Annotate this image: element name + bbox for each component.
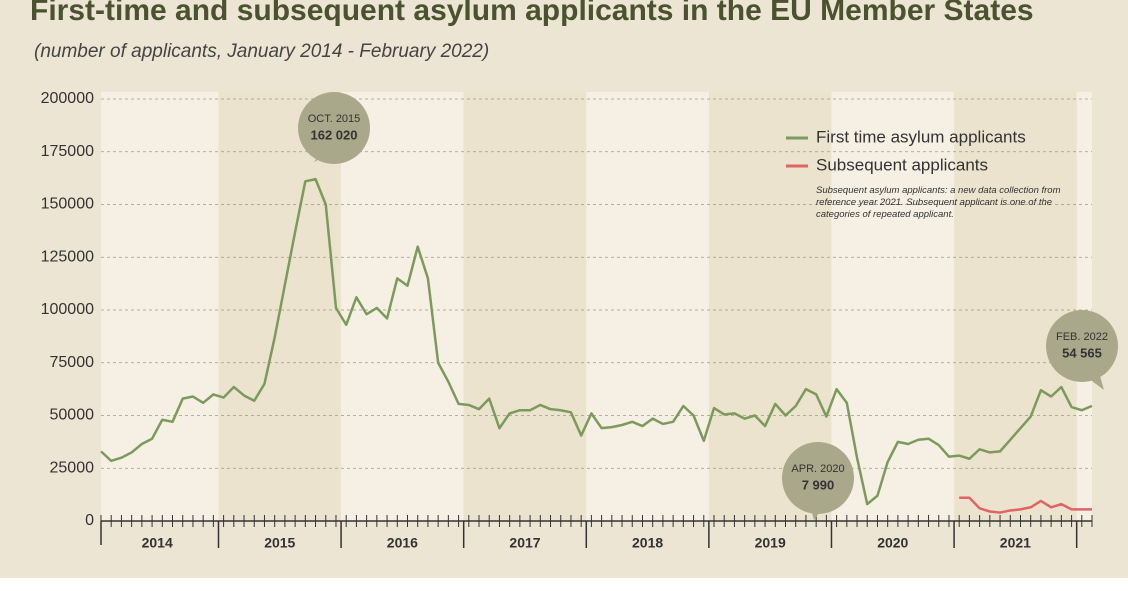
series-line xyxy=(959,496,1092,514)
y-tick-label: 150000 xyxy=(41,196,94,213)
year-band xyxy=(586,92,709,521)
y-tick-label: 175000 xyxy=(41,143,94,160)
bubble xyxy=(1046,310,1118,382)
y-tick-label: 0 xyxy=(85,512,94,529)
bubble xyxy=(782,442,854,514)
y-tick-label: 100000 xyxy=(41,301,94,318)
annotation-value: 162 020 xyxy=(311,127,358,142)
year-band xyxy=(341,92,464,521)
x-tick-label: 2015 xyxy=(264,535,295,551)
annotation-date: FEB. 2022 xyxy=(1056,331,1108,343)
year-band xyxy=(463,92,587,521)
legend-note: Subsequent asylum applicants: a new data… xyxy=(816,185,1061,220)
x-tick-label: 2020 xyxy=(877,535,908,551)
y-tick-label: 125000 xyxy=(41,248,94,265)
y-tick-label: 50000 xyxy=(50,407,95,424)
annotation-date: OCT. 2015 xyxy=(308,113,361,125)
annotation-value: 54 565 xyxy=(1062,345,1102,360)
year-band xyxy=(954,92,1077,521)
bubble xyxy=(298,92,370,164)
x-tick-label: 2021 xyxy=(1000,535,1031,551)
x-tick-label: 2019 xyxy=(755,535,786,551)
x-tick-label: 2014 xyxy=(142,535,173,551)
x-tick-label: 2017 xyxy=(509,535,540,551)
x-tick-label: 2016 xyxy=(387,535,418,551)
chart-title: First-time and subsequent asylum applica… xyxy=(30,0,1034,27)
series-line xyxy=(100,177,1093,506)
legend-label: First time asylum applicants xyxy=(816,127,1026,146)
year-band xyxy=(1076,92,1092,521)
y-tick-label: 25000 xyxy=(50,459,95,476)
annotation-value: 7 990 xyxy=(802,477,835,492)
chart-subtitle: (number of applicants, January 2014 - Fe… xyxy=(34,41,489,62)
legend-label: Subsequent applicants xyxy=(816,155,988,174)
annotation-date: APR. 2020 xyxy=(791,463,844,475)
year-band xyxy=(101,92,219,521)
y-tick-label: 75000 xyxy=(50,354,95,371)
x-tick-label: 2018 xyxy=(632,535,663,551)
y-tick-label: 200000 xyxy=(41,90,94,107)
